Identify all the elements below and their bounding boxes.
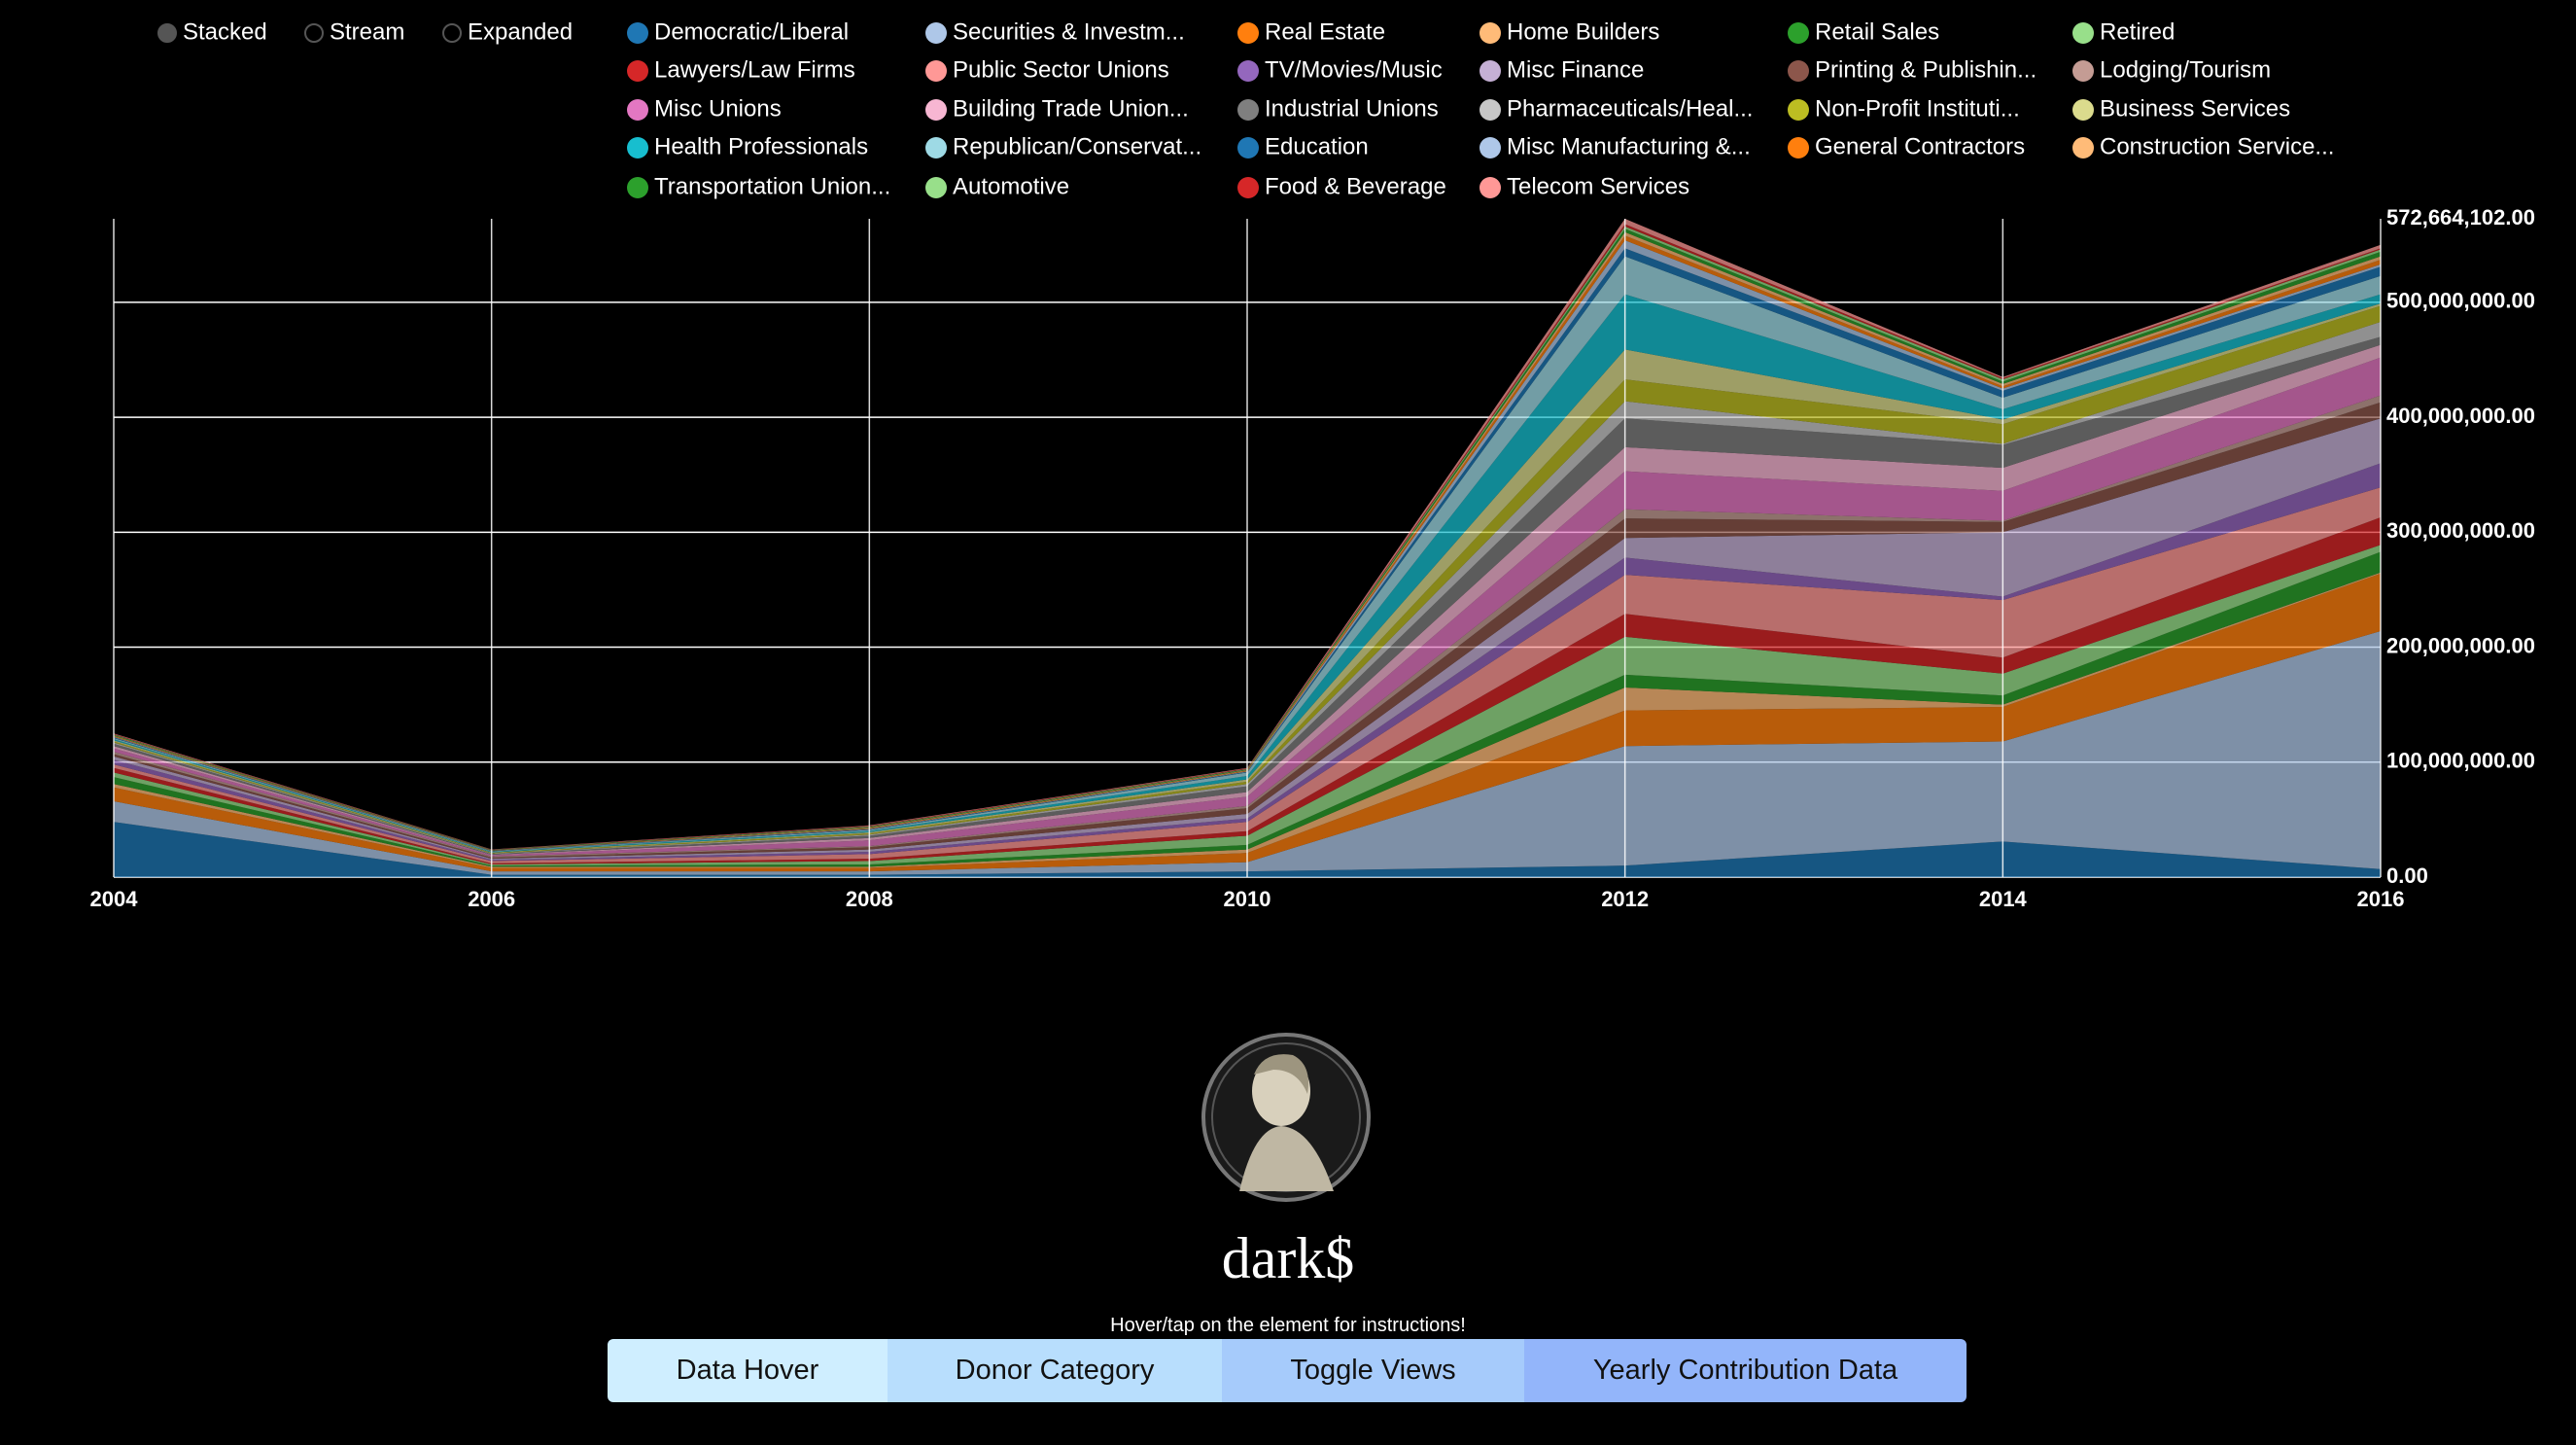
y-tick-label: 200,000,000.00 bbox=[2386, 633, 2535, 657]
legend-label[interactable]: Public Sector Unions bbox=[953, 56, 1169, 83]
instruction: Hover/tap on the element for instruction… bbox=[1110, 1315, 1466, 1336]
button[interactable]: Donor Category bbox=[888, 1339, 1222, 1402]
y-tick-label: 100,000,000.00 bbox=[2386, 749, 2535, 773]
mode-label[interactable]: Stream bbox=[330, 18, 404, 45]
legend-swatch[interactable] bbox=[627, 22, 648, 44]
legend-swatch[interactable] bbox=[925, 137, 947, 159]
button-bar: Data Hover Donor Category Toggle Views Y… bbox=[608, 1339, 1967, 1402]
legend-label[interactable]: Food & Beverage bbox=[1265, 173, 1446, 199]
legend-label[interactable]: Business Services bbox=[2100, 95, 2290, 122]
legend-label[interactable]: Misc Unions bbox=[654, 95, 782, 122]
legend-label[interactable]: Republican/Conservat... bbox=[953, 133, 1201, 159]
legend-label[interactable]: Printing & Publishin... bbox=[1815, 56, 2036, 83]
legend-swatch[interactable] bbox=[925, 60, 947, 82]
y-tick-label: 400,000,000.00 bbox=[2386, 404, 2535, 428]
area bbox=[114, 573, 2381, 872]
legend-swatch[interactable] bbox=[1788, 22, 1809, 44]
area bbox=[114, 463, 2381, 862]
legend-swatch[interactable] bbox=[627, 99, 648, 121]
legend-label[interactable]: Lodging/Tourism bbox=[2100, 56, 2271, 83]
legend-label[interactable]: Construction Service... bbox=[2100, 133, 2334, 159]
legend-label[interactable]: Automotive bbox=[953, 173, 1069, 199]
x-tick-label: 2006 bbox=[468, 887, 515, 911]
x-tick-label: 2004 bbox=[90, 887, 139, 911]
legend-swatch[interactable] bbox=[1479, 60, 1501, 82]
legend-label[interactable]: Health Professionals bbox=[654, 133, 868, 159]
legend-swatch[interactable] bbox=[1237, 60, 1259, 82]
legend-label[interactable]: Industrial Unions bbox=[1265, 95, 1439, 122]
mode-label[interactable]: Stacked bbox=[183, 18, 267, 45]
legend-label[interactable]: Real Estate bbox=[1265, 18, 1385, 45]
legend-label[interactable]: Retired bbox=[2100, 18, 2175, 45]
legend-swatch[interactable] bbox=[1237, 137, 1259, 159]
legend-swatch[interactable] bbox=[1479, 99, 1501, 121]
area bbox=[114, 631, 2381, 875]
y-tick-label: 0.00 bbox=[2386, 863, 2428, 888]
y-tick-label: 572,664,102.00 bbox=[2386, 205, 2535, 229]
legend-label[interactable]: Home Builders bbox=[1507, 18, 1659, 45]
legend-label[interactable]: Building Trade Union... bbox=[953, 95, 1189, 122]
legend-swatch[interactable] bbox=[1788, 99, 1809, 121]
mode-radio[interactable] bbox=[304, 23, 324, 43]
legend-swatch[interactable] bbox=[627, 177, 648, 198]
legend-label[interactable]: Securities & Investm... bbox=[953, 18, 1185, 45]
button[interactable]: Data Hover bbox=[608, 1339, 888, 1402]
legend-swatch[interactable] bbox=[925, 22, 947, 44]
mode-radio[interactable] bbox=[442, 23, 462, 43]
legend-swatch[interactable] bbox=[2072, 22, 2094, 44]
app-title: dark$ bbox=[1221, 1226, 1355, 1290]
legend-label[interactable]: Pharmaceuticals/Heal... bbox=[1507, 95, 1753, 122]
legend-label[interactable]: Telecom Services bbox=[1507, 173, 1689, 199]
button[interactable]: Toggle Views bbox=[1222, 1339, 1524, 1402]
x-tick-label: 2010 bbox=[1224, 887, 1271, 911]
area bbox=[114, 357, 2381, 857]
legend-label[interactable]: Misc Finance bbox=[1507, 56, 1644, 83]
legend-swatch[interactable] bbox=[1237, 177, 1259, 198]
legend-swatch[interactable] bbox=[1237, 22, 1259, 44]
legend-label[interactable]: Misc Manufacturing &... bbox=[1507, 133, 1751, 159]
legend-swatch[interactable] bbox=[627, 60, 648, 82]
legend-swatch[interactable] bbox=[2072, 137, 2094, 159]
area bbox=[114, 344, 2381, 856]
legend-swatch[interactable] bbox=[925, 177, 947, 198]
mode-radio[interactable] bbox=[157, 23, 177, 43]
x-tick-label: 2016 bbox=[2357, 887, 2405, 911]
legend-swatch[interactable] bbox=[1479, 177, 1501, 198]
legend-label[interactable]: General Contractors bbox=[1815, 133, 2025, 159]
legend-label[interactable]: TV/Movies/Music bbox=[1265, 56, 1443, 83]
legend-swatch[interactable] bbox=[2072, 60, 2094, 82]
legend-label[interactable]: Non-Profit Instituti... bbox=[1815, 95, 2020, 122]
x-tick-label: 2008 bbox=[846, 887, 893, 911]
legend-label[interactable]: Democratic/Liberal bbox=[654, 18, 849, 45]
legend-label[interactable]: Education bbox=[1265, 133, 1369, 159]
legend-swatch[interactable] bbox=[1788, 137, 1809, 159]
area bbox=[114, 822, 2381, 877]
legend-label[interactable]: Retail Sales bbox=[1815, 18, 1939, 45]
legend-label[interactable]: Lawyers/Law Firms bbox=[654, 56, 855, 83]
x-tick-label: 2012 bbox=[1601, 887, 1649, 911]
legend-swatch[interactable] bbox=[627, 137, 648, 159]
legend-swatch[interactable] bbox=[1237, 99, 1259, 121]
legend-swatch[interactable] bbox=[925, 99, 947, 121]
mode-label[interactable]: Expanded bbox=[468, 18, 573, 45]
legend-swatch[interactable] bbox=[2072, 99, 2094, 121]
x-tick-label: 2014 bbox=[1979, 887, 2028, 911]
legend-swatch[interactable] bbox=[1479, 137, 1501, 159]
button[interactable]: Yearly Contribution Data bbox=[1524, 1339, 1967, 1402]
y-tick-label: 500,000,000.00 bbox=[2386, 289, 2535, 313]
legend-label[interactable]: Transportation Union... bbox=[654, 173, 890, 199]
legend-swatch[interactable] bbox=[1479, 22, 1501, 44]
legend-swatch[interactable] bbox=[1788, 60, 1809, 82]
y-tick-label: 300,000,000.00 bbox=[2386, 518, 2535, 543]
